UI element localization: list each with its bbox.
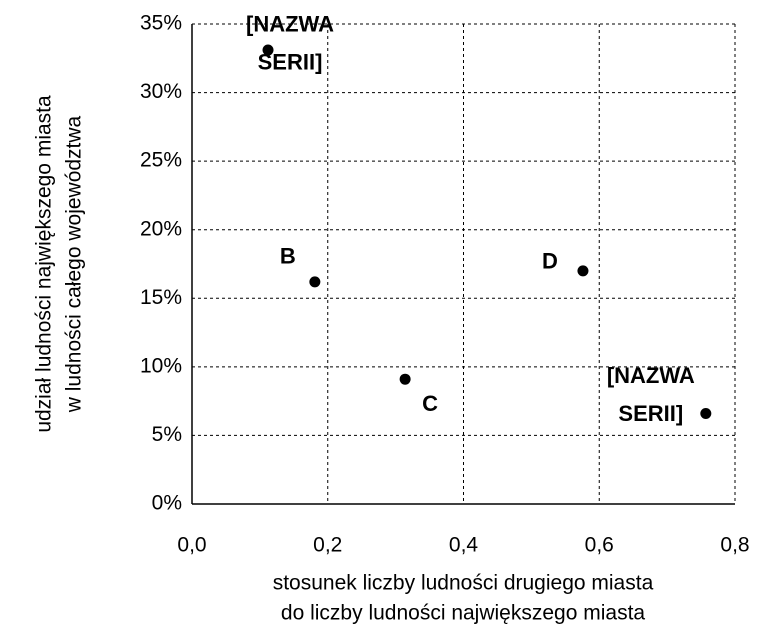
- point: [700, 407, 712, 419]
- y-tick-label: 25%: [140, 149, 182, 172]
- point-label: D: [542, 249, 558, 274]
- point: [399, 373, 411, 385]
- y-tick-label: 5%: [152, 423, 182, 446]
- y-tick-label: 0%: [152, 492, 182, 515]
- point: [309, 276, 321, 288]
- x-tick-label: 0,6: [585, 534, 614, 557]
- x-axis-label: do liczby ludności największego miasta: [281, 602, 645, 625]
- x-tick-label: 0,2: [313, 534, 342, 557]
- x-tick-label: 0,0: [177, 534, 206, 557]
- y-tick-label: 20%: [140, 217, 182, 240]
- x-tick-label: 0,4: [449, 534, 479, 557]
- point: [262, 44, 274, 56]
- y-tick-label: 10%: [140, 354, 182, 377]
- y-tick-label: 35%: [140, 12, 182, 35]
- y-tick-label: 30%: [140, 80, 182, 103]
- y-axis-label: w ludności całego województwa: [63, 115, 86, 413]
- point: [577, 265, 589, 277]
- point-label: C: [422, 391, 438, 416]
- x-tick-label: 0,8: [720, 534, 749, 557]
- point-label: [NAZWA SERII]: [607, 363, 695, 426]
- y-tick-label: 15%: [140, 286, 182, 309]
- x-axis-label: stosunek liczby ludności drugiego miasta: [273, 572, 654, 595]
- y-axis-label: udział ludności największego miasta: [33, 95, 56, 433]
- point-label: [NAZWA SERII]: [246, 11, 334, 74]
- point-label: B: [280, 244, 296, 269]
